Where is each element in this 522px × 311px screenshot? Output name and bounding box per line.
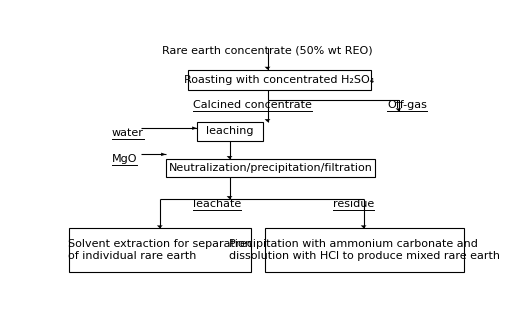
FancyBboxPatch shape: [197, 122, 263, 141]
FancyBboxPatch shape: [188, 70, 371, 90]
Polygon shape: [192, 127, 197, 130]
Polygon shape: [227, 156, 232, 159]
Text: Roasting with concentrated H₂SO₄: Roasting with concentrated H₂SO₄: [184, 75, 374, 85]
Polygon shape: [265, 119, 270, 122]
Polygon shape: [361, 225, 366, 228]
Polygon shape: [161, 153, 166, 156]
Text: Precipitation with ammonium carbonate and
dissolution with HCl to produce mixed : Precipitation with ammonium carbonate an…: [229, 239, 500, 261]
Text: Rare earth concentrate (50% wt REO): Rare earth concentrate (50% wt REO): [162, 45, 373, 55]
FancyBboxPatch shape: [265, 228, 465, 272]
Polygon shape: [227, 196, 232, 199]
Text: Off-gas: Off-gas: [387, 100, 427, 110]
Text: Calcined concentrate: Calcined concentrate: [193, 100, 312, 110]
Text: Solvent extraction for separation
of individual rare earth: Solvent extraction for separation of ind…: [68, 239, 252, 261]
Polygon shape: [265, 67, 270, 70]
Text: water: water: [112, 128, 144, 138]
FancyBboxPatch shape: [69, 228, 251, 272]
Polygon shape: [157, 225, 163, 228]
Polygon shape: [396, 108, 401, 111]
Text: Neutralization/precipitation/filtration: Neutralization/precipitation/filtration: [169, 163, 373, 173]
Text: MgO: MgO: [112, 154, 137, 164]
Text: residue: residue: [333, 199, 374, 209]
FancyBboxPatch shape: [166, 159, 375, 178]
Text: leaching: leaching: [206, 126, 254, 136]
Text: leachate: leachate: [193, 199, 241, 209]
